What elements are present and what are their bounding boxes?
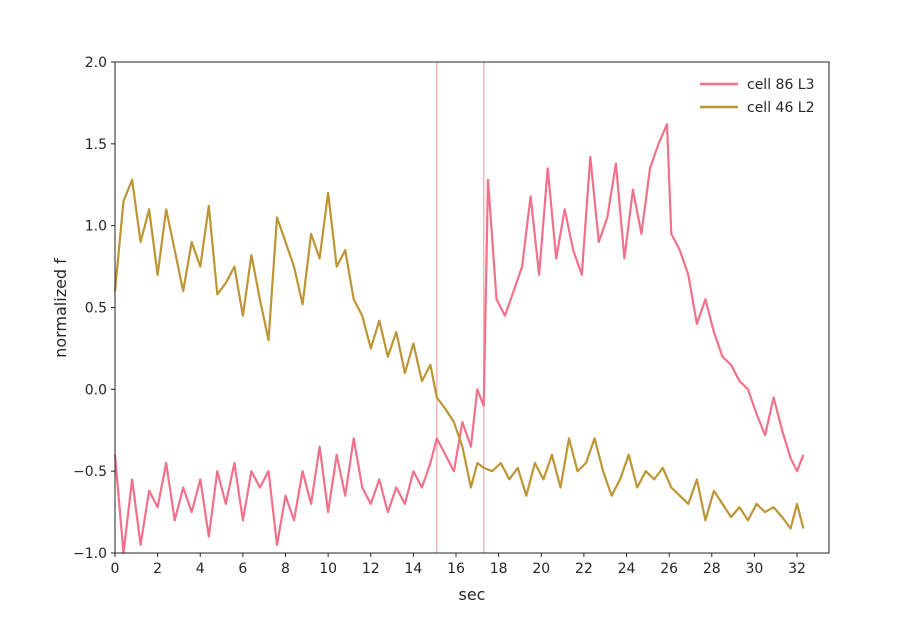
legend-label-2: cell 46 L2 xyxy=(747,100,815,116)
x-tick-label: 4 xyxy=(196,561,205,577)
x-tick-label: 24 xyxy=(618,561,636,577)
legend: cell 86 L3 cell 46 L2 xyxy=(700,77,815,116)
y-tick-label: 1.5 xyxy=(85,137,107,153)
x-tick-label: 28 xyxy=(703,561,721,577)
x-axis-ticks: 0 2 4 6 8 10 12 14 16 18 20 22 24 26 28 30 32 xyxy=(111,553,806,577)
legend-label-1: cell 86 L3 xyxy=(747,77,815,93)
y-tick-label: 1.0 xyxy=(85,219,107,235)
y-tick-label: 0.0 xyxy=(85,382,107,398)
x-tick-label: 16 xyxy=(447,561,465,577)
x-tick-label: 12 xyxy=(362,561,380,577)
y-tick-label: 0.5 xyxy=(85,301,107,317)
x-tick-label: 2 xyxy=(153,561,162,577)
x-tick-label: 22 xyxy=(575,561,593,577)
x-tick-label: 8 xyxy=(281,561,290,577)
y-axis-ticks: −1.0 −0.5 0.0 0.5 1.0 1.5 2.0 xyxy=(73,55,115,562)
y-tick-label: −0.5 xyxy=(73,464,107,480)
x-tick-label: 10 xyxy=(319,561,337,577)
x-tick-label: 20 xyxy=(532,561,550,577)
y-tick-label: 2.0 xyxy=(85,55,107,71)
reference-lines xyxy=(436,62,485,553)
series-line-1 xyxy=(113,123,805,555)
x-tick-label: 18 xyxy=(490,561,508,577)
y-tick-label: −1.0 xyxy=(73,546,107,562)
x-axis-label: sec xyxy=(459,585,486,604)
plot-background xyxy=(115,62,829,553)
x-tick-label: 32 xyxy=(788,561,806,577)
series-lines xyxy=(113,123,805,555)
x-tick-label: 30 xyxy=(745,561,763,577)
y-axis-label: normalized f xyxy=(51,258,70,358)
x-tick-label: 26 xyxy=(660,561,678,577)
x-tick-label: 6 xyxy=(238,561,247,577)
x-tick-label: 14 xyxy=(404,561,422,577)
series-line-2 xyxy=(113,178,805,530)
x-tick-label: 0 xyxy=(111,561,120,577)
